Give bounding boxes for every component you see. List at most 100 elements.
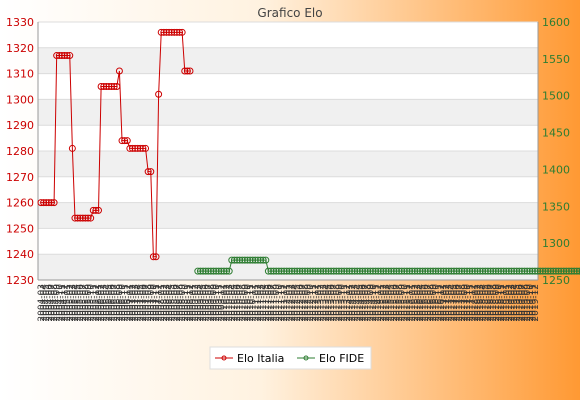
x-tick-label: 2016-10 xyxy=(432,284,442,322)
elo-fide-point xyxy=(212,267,220,275)
x-tick-label: 2019-08 xyxy=(521,284,531,322)
x-tick-label: 2015-05 xyxy=(387,284,397,322)
elo-italia-point xyxy=(165,28,173,36)
elo-italia-point xyxy=(89,206,97,214)
elo-fide-point xyxy=(534,267,542,275)
elo-fide-point xyxy=(568,267,576,275)
x-tick-label: 2012-01 xyxy=(283,284,293,322)
elo-fide-point xyxy=(565,267,573,275)
x-tick-label: 2009-11 xyxy=(215,284,225,322)
series-elo-italia xyxy=(37,28,194,261)
elo-fide-point xyxy=(275,267,283,275)
elo-italia-point xyxy=(37,199,45,207)
left-tick-label: 1320 xyxy=(6,42,34,55)
x-tick-label: 2008-07 xyxy=(173,284,183,322)
elo-fide-point xyxy=(557,267,565,275)
elo-fide-point xyxy=(241,256,249,264)
left-tick-label: 1290 xyxy=(6,119,34,132)
elo-fide-point xyxy=(343,267,351,275)
x-tick-label: 2009-08 xyxy=(207,284,217,322)
x-tick-label: 2010-06 xyxy=(233,284,243,322)
elo-fide-point xyxy=(220,267,228,275)
x-tick-label: 2008-11 xyxy=(183,284,193,322)
x-tick-label: 2014-03 xyxy=(351,284,361,322)
x-tick-label: 2018-07 xyxy=(487,284,497,322)
legend-label-italia: Elo Italia xyxy=(237,352,284,365)
elo-fide-point xyxy=(468,267,476,275)
x-tick-label: 2007-05 xyxy=(136,284,146,322)
elo-italia-point xyxy=(162,28,170,36)
elo-italia-point xyxy=(149,253,157,261)
elo-italia-point xyxy=(147,168,155,176)
x-tick-label: 2019-12 xyxy=(531,284,541,322)
x-tick-label: 2011-04 xyxy=(259,284,269,322)
x-tick-label: 2006-03 xyxy=(100,284,110,322)
elo-italia-point xyxy=(183,67,191,75)
elo-fide-point xyxy=(196,267,204,275)
elo-fide-point xyxy=(432,267,440,275)
x-tick-label: 2018-05 xyxy=(481,284,491,322)
x-tick-label: 2005-11 xyxy=(89,284,99,322)
elo-italia-point xyxy=(79,214,87,222)
x-tick-label: 2005-04 xyxy=(71,284,81,322)
elo-fide-point xyxy=(539,267,547,275)
elo-fide-point xyxy=(353,267,361,275)
elo-italia-point xyxy=(97,83,105,90)
elo-fide-point xyxy=(387,267,395,275)
elo-italia-point xyxy=(131,144,139,152)
elo-fide-point xyxy=(332,267,340,275)
elo-italia-point xyxy=(63,52,71,60)
x-tick-label: 2019-03 xyxy=(507,284,517,322)
x-tick-label: 2011-01 xyxy=(251,284,261,322)
x-tick-label: 2013-03 xyxy=(319,284,329,322)
x-tick-label: 2007-06 xyxy=(139,284,149,322)
elo-italia-point xyxy=(113,83,121,90)
legend-label-fide: Elo FIDE xyxy=(319,352,364,365)
left-tick-label: 1230 xyxy=(6,274,34,287)
x-tick-label: 2016-06 xyxy=(421,284,431,322)
elo-fide-point xyxy=(194,267,202,275)
elo-fide-point xyxy=(356,267,364,275)
x-tick-label: 2009-07 xyxy=(204,284,214,322)
x-tick-label: 2007-09 xyxy=(147,284,157,322)
elo-fide-point xyxy=(528,267,536,275)
x-tick-label: 2006-05 xyxy=(105,284,115,322)
elo-fide-point xyxy=(489,267,497,275)
x-tick-label: 2014-01 xyxy=(345,284,355,322)
x-tick-label: 2015-11 xyxy=(403,284,413,322)
elo-italia-point xyxy=(142,144,150,152)
x-tick-label: 2013-01 xyxy=(314,284,324,322)
elo-fide-point xyxy=(338,267,346,275)
elo-fide-point xyxy=(531,267,539,275)
elo-fide-point xyxy=(560,267,568,275)
x-tick-label: 2008-08 xyxy=(176,284,186,322)
x-tick-label: 2015-07 xyxy=(392,284,402,322)
x-tick-label: 2006-10 xyxy=(118,284,128,322)
legend-marker-italia xyxy=(221,355,227,361)
elo-fide-point xyxy=(361,267,369,275)
elo-fide-point xyxy=(236,256,244,264)
elo-italia-point xyxy=(181,67,189,75)
x-tick-label: 2018-11 xyxy=(497,284,507,322)
elo-fide-point xyxy=(327,267,335,275)
elo-fide-point xyxy=(518,267,526,275)
elo-fide-point xyxy=(544,267,552,275)
x-tick-label: 2017-10 xyxy=(463,284,473,322)
x-tick-label: 2011-12 xyxy=(280,284,290,322)
elo-fide-point xyxy=(283,267,291,275)
left-tick-label: 1250 xyxy=(6,222,34,235)
elo-fide-point xyxy=(413,267,421,275)
grid-lines xyxy=(37,21,539,281)
elo-fide-point xyxy=(304,267,312,275)
elo-italia-point xyxy=(123,137,131,145)
elo-fide-point xyxy=(264,267,272,275)
x-tick-label: 2018-03 xyxy=(476,284,486,322)
x-tick-label: 2005-03 xyxy=(68,284,78,322)
x-tick-label: 2006-11 xyxy=(121,284,131,322)
x-tick-label: 2016-02 xyxy=(411,284,421,322)
elo-italia-point xyxy=(81,214,89,222)
elo-fide-point xyxy=(555,267,563,275)
elo-fide-point xyxy=(210,267,218,275)
x-tick-label: 2010-10 xyxy=(243,284,253,322)
elo-fide-point xyxy=(408,267,416,275)
